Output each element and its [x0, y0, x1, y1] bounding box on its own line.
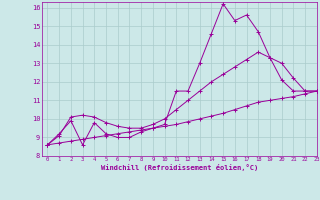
- X-axis label: Windchill (Refroidissement éolien,°C): Windchill (Refroidissement éolien,°C): [100, 164, 258, 171]
